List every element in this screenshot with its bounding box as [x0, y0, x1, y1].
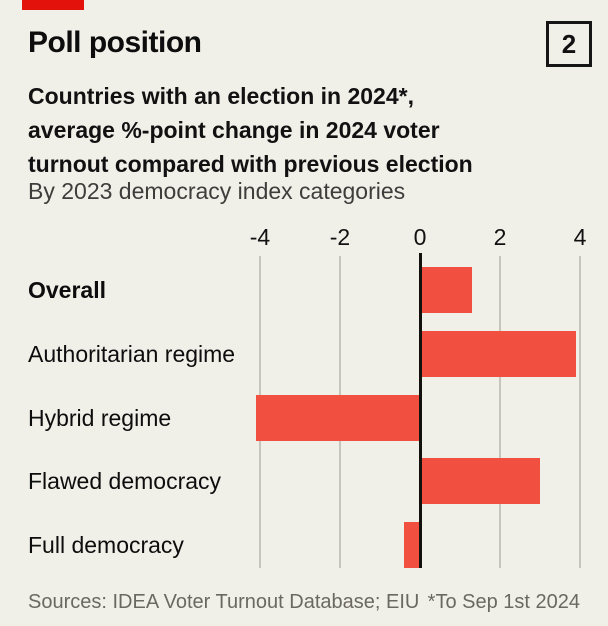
- chart-subtitle: Countries with an election in 2024*, ave…: [28, 79, 588, 181]
- chart-footer: Sources: IDEA Voter Turnout Database; EI…: [28, 588, 580, 616]
- bar-authoritarian-regime: [420, 331, 576, 377]
- axis-tick-label: 4: [573, 224, 587, 250]
- category-label: Authoritarian regime: [28, 340, 236, 367]
- gridline: [579, 256, 581, 568]
- bar-flawed-democracy: [420, 458, 540, 504]
- category-label: Full democracy: [28, 531, 184, 558]
- gridline: [499, 256, 501, 568]
- subtitle-line: average %-point change in 2024 voter: [28, 117, 440, 143]
- zero-axis-line: [419, 253, 422, 568]
- bar-overall: [420, 267, 472, 313]
- axis-tick-label: 2: [493, 224, 507, 250]
- category-label: Overall: [28, 276, 106, 303]
- footnote-text: *To Sep 1st 2024: [427, 590, 580, 613]
- chart-dek: By 2023 democracy index categories: [28, 178, 406, 204]
- brand-red-tab: [22, 0, 84, 10]
- subtitle-line: Countries with an election in 2024*,: [28, 83, 414, 109]
- plot-area: Overall Authoritarian regime Hybrid regime…: [0, 210, 608, 580]
- axis-tick-label: 0: [413, 224, 427, 250]
- axis-tick-label: -2: [329, 224, 351, 250]
- axis-tick-label: -4: [249, 224, 271, 250]
- category-label: Hybrid regime: [28, 404, 172, 431]
- figure-index-label: 2: [561, 28, 577, 59]
- page-title: Poll position: [28, 26, 202, 59]
- figure-index-box: 2: [546, 21, 592, 67]
- category-label: Flawed democracy: [28, 467, 222, 494]
- subtitle-line: turnout compared with previous election: [28, 151, 473, 177]
- bar-hybrid-regime: [256, 395, 420, 441]
- bar-full-democracy: [404, 522, 420, 568]
- sources-text: Sources: IDEA Voter Turnout Database; EI…: [28, 590, 420, 613]
